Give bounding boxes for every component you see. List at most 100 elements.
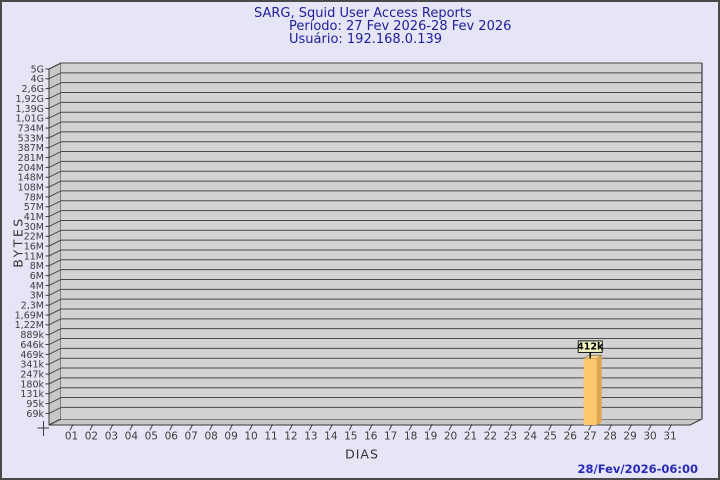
x-tick-label: 21	[464, 431, 477, 443]
x-tick-label: 03	[105, 431, 118, 443]
x-tick	[648, 424, 653, 431]
wall-grid-line	[48, 131, 62, 139]
y-tick-label: 5G	[31, 64, 44, 75]
chart-title: SARG, Squid User Access Reports	[254, 6, 472, 21]
y-tick-label: 108M	[18, 182, 44, 193]
x-tick-label: 13	[304, 431, 317, 443]
x-tick	[428, 424, 433, 431]
x-tick-label: 15	[344, 431, 357, 443]
wall-grid-line	[48, 141, 62, 149]
x-tick-label: 31	[663, 431, 676, 443]
x-tick-label: 09	[224, 431, 237, 443]
wall-grid-line	[48, 259, 62, 267]
x-tick-label: 24	[524, 431, 538, 443]
wall-grid-line	[48, 111, 62, 119]
wall-grid-line	[48, 377, 62, 385]
x-tick-label: 23	[504, 431, 517, 443]
wall-grid-line	[48, 180, 62, 188]
x-tick-label: 06	[165, 431, 179, 443]
y-tick-label: 22M	[24, 232, 44, 243]
wall-grid-line	[48, 82, 62, 90]
x-tick	[368, 424, 373, 431]
y-tick-label: 4G	[31, 74, 44, 85]
y-tick-label: 1,01G	[15, 114, 44, 125]
x-tick-label: 11	[264, 431, 277, 443]
x-tick	[568, 424, 573, 431]
chart-period: Período: 27 Fev 2026-28 Fev 2026	[289, 19, 512, 34]
y-tick-label: 387M	[18, 143, 44, 154]
y-tick-label: 4M	[30, 281, 44, 292]
x-tick	[149, 424, 154, 431]
x-tick-label: 10	[244, 431, 257, 443]
x-tick	[408, 424, 413, 431]
x-tick	[528, 424, 533, 431]
y-tick-label: 6M	[30, 271, 44, 282]
bar-side-face	[596, 355, 602, 425]
y-tick-label: 57M	[24, 202, 44, 213]
y-tick-label: 131k	[20, 389, 44, 400]
wall-grid-line	[48, 298, 62, 306]
y-tick-label: 148M	[18, 173, 44, 184]
x-tick-label: 12	[284, 431, 297, 443]
plot-floor	[48, 418, 703, 426]
y-tick-label: 341k	[20, 360, 44, 371]
wall-grid-line	[48, 121, 62, 129]
y-tick-label: 533M	[18, 133, 44, 144]
x-tick-label: 26	[564, 431, 578, 443]
y-tick-label: 281M	[18, 153, 44, 164]
wall-grid-line	[48, 219, 62, 227]
x-tick	[348, 424, 353, 431]
y-tick-label: 8M	[30, 261, 44, 272]
x-tick-label: 04	[125, 431, 139, 443]
bar-value-label: 412k	[577, 342, 604, 353]
x-tick-label: 25	[544, 431, 557, 443]
x-tick-label: 08	[204, 431, 217, 443]
wall-grid-line	[48, 92, 62, 99]
wall-grid-line	[48, 160, 62, 168]
wall-grid-line	[48, 170, 62, 178]
x-tick	[388, 424, 393, 431]
x-tick	[588, 424, 593, 431]
x-tick-label: 17	[384, 431, 397, 443]
x-tick	[268, 424, 274, 431]
wall-grid-line	[48, 288, 62, 296]
y-tick-label: 889k	[20, 330, 44, 341]
wall-grid-line	[48, 397, 62, 405]
generation-timestamp: 28/Fev/2026-06:00	[577, 462, 698, 476]
wall-grid-line	[48, 357, 62, 365]
x-tick	[129, 424, 134, 431]
bar	[583, 358, 597, 425]
y-tick-label: 41M	[24, 212, 44, 223]
y-tick-label: 247k	[20, 369, 44, 380]
y-tick-label: 1,92G	[15, 94, 44, 105]
plot-area	[61, 63, 702, 419]
wall-grid-line	[48, 318, 62, 326]
x-tick	[328, 424, 333, 431]
wall-grid-line	[48, 279, 62, 286]
y-tick-label: 1,69M	[15, 310, 44, 321]
wall-grid-line	[48, 101, 62, 109]
wall-grid-line	[48, 200, 62, 208]
wall-grid-line	[48, 367, 62, 375]
x-tick	[488, 424, 493, 431]
x-tick	[508, 424, 513, 431]
x-tick-label: 16	[364, 431, 378, 443]
wall-grid-line	[48, 72, 62, 80]
wall-grid-line	[48, 308, 62, 316]
x-tick	[249, 424, 254, 431]
wall-grid-line	[48, 406, 62, 414]
wall-grid-line	[48, 62, 62, 70]
x-tick	[608, 424, 613, 431]
x-tick-label: 30	[643, 431, 656, 443]
y-tick-label: 180k	[20, 379, 44, 390]
x-tick	[89, 424, 94, 431]
x-tick	[109, 424, 114, 431]
wall-grid-line	[48, 210, 62, 218]
x-tick	[548, 424, 553, 431]
x-tick	[169, 424, 174, 431]
x-tick	[288, 424, 293, 431]
y-tick-label: 11M	[24, 251, 44, 262]
wall-grid-line	[48, 190, 62, 198]
chart-user: Usuário: 192.168.0.139	[289, 32, 443, 47]
y-axis-title: BYTES	[10, 216, 26, 268]
